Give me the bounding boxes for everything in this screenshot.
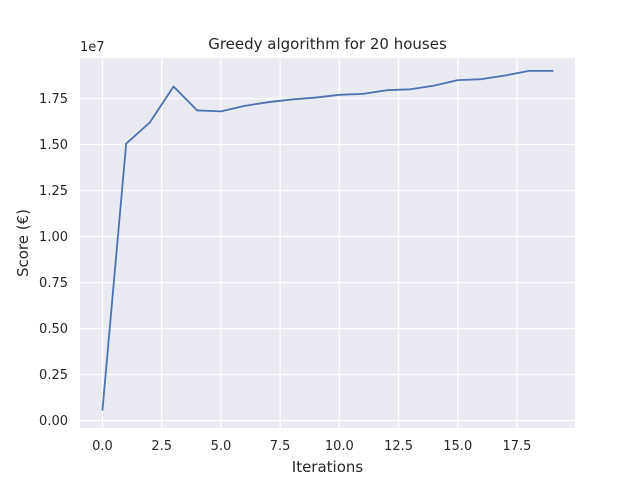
x-gridlines <box>101 58 518 428</box>
x-tick-label: 2.5 <box>151 439 172 454</box>
y-tick-label: 0.00 <box>39 414 68 429</box>
series-line <box>101 69 554 411</box>
y-gridlines <box>80 97 575 422</box>
y-tick-label: 0.25 <box>39 368 68 383</box>
y-offset-text: 1e7 <box>80 40 105 55</box>
y-tick-label: 0.75 <box>39 276 68 291</box>
x-tick-label: 12.5 <box>384 439 413 454</box>
x-axis-label: Iterations <box>292 458 364 476</box>
y-tick-labels: 0.00 0.25 0.50 0.75 1.00 1.25 1.50 1.75 <box>39 92 68 429</box>
y-tick-label: 1.00 <box>39 230 68 245</box>
y-tick-label: 1.25 <box>39 184 68 199</box>
y-tick-label: 1.50 <box>39 138 68 153</box>
x-tick-label: 5.0 <box>211 439 232 454</box>
x-tick-label: 15.0 <box>443 439 472 454</box>
x-tick-label: 10.0 <box>325 439 354 454</box>
x-tick-label: 0.0 <box>92 439 113 454</box>
chart-title: Greedy algorithm for 20 houses <box>208 35 447 53</box>
y-axis-label: Score (€) <box>14 209 32 277</box>
x-tick-label: 7.5 <box>270 439 291 454</box>
series-layer <box>101 69 554 411</box>
x-tick-labels: 0.0 2.5 5.0 7.5 10.0 12.5 15.0 17.5 <box>92 439 531 454</box>
y-tick-label: 0.50 <box>39 322 68 337</box>
y-tick-label: 1.75 <box>39 92 68 107</box>
x-tick-label: 17.5 <box>502 439 531 454</box>
plot-area <box>80 58 575 428</box>
